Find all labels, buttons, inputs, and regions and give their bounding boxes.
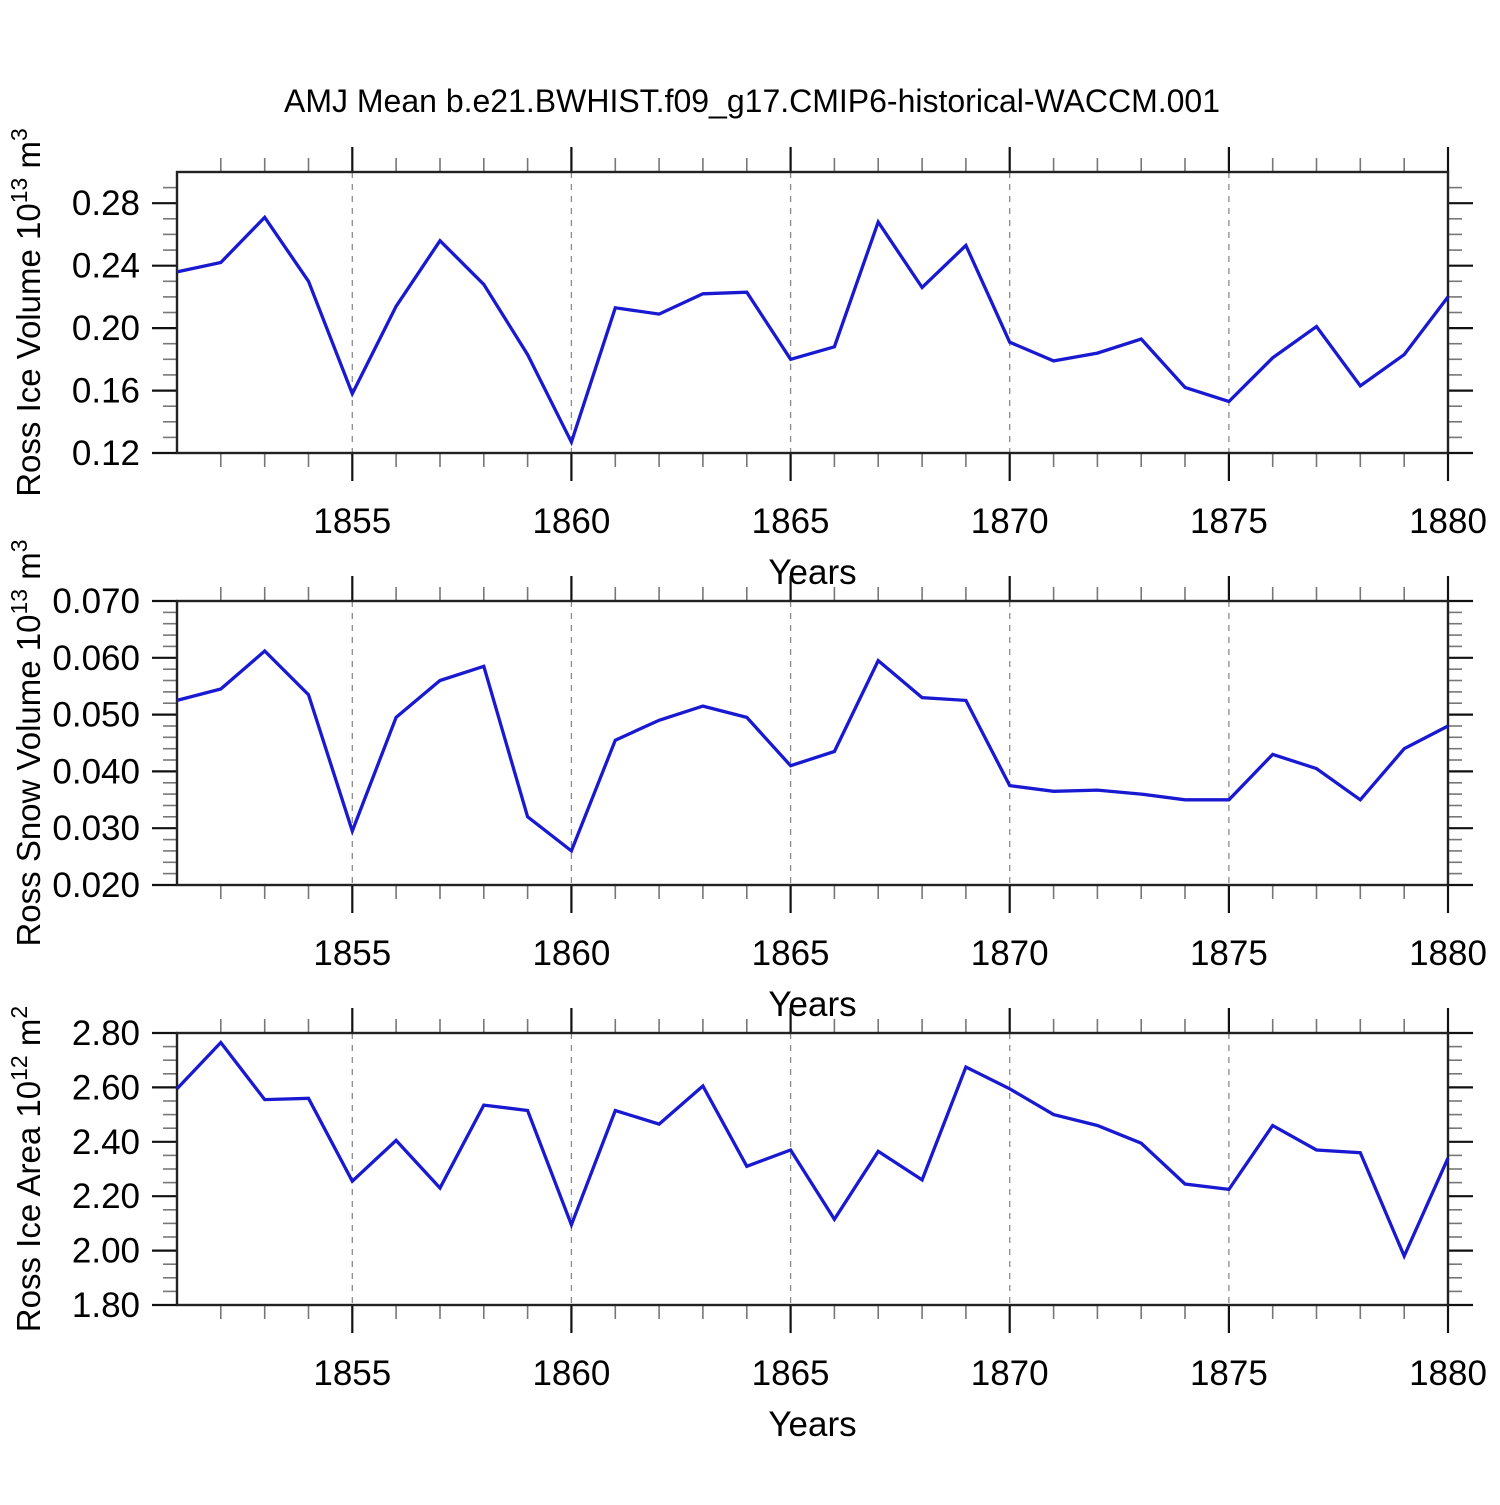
x-axis-caption: Years [768, 1405, 856, 1444]
y-axis-label: Ross Snow Volume 1013 m3 [6, 539, 47, 946]
y-tick-label: 2.80 [72, 1014, 140, 1053]
x-tick-label: 1855 [313, 502, 391, 541]
x-tick-label: 1855 [313, 1354, 391, 1393]
y-tick-label: 0.030 [52, 809, 140, 848]
x-tick-label: 1860 [532, 934, 610, 973]
x-tick-label: 1880 [1409, 502, 1487, 541]
x-axis-caption: Years [768, 985, 856, 1024]
gridlines [351, 172, 1230, 453]
x-tick-label: 1875 [1190, 502, 1268, 541]
plot-frame [175, 1031, 1450, 1307]
minor-ticks [163, 587, 1462, 899]
y-tick-label: 0.050 [52, 696, 140, 735]
plot-frame [175, 170, 1450, 455]
y-tick-label: 2.00 [72, 1232, 140, 1271]
y-axis-label: Ross Ice Area 1012 m2 [6, 1006, 47, 1332]
x-tick-label: 1870 [971, 502, 1049, 541]
chart-title: AMJ Mean b.e21.BWHIST.f09_g17.CMIP6-hist… [284, 83, 1220, 119]
gridlines [351, 601, 1230, 885]
y-axis-label: Ross Ice Volume 1013 m3 [6, 128, 47, 497]
x-tick-label: 1860 [532, 1354, 610, 1393]
x-tick-label: 1880 [1409, 1354, 1487, 1393]
y-tick-label: 0.12 [72, 434, 140, 473]
x-tick-label: 1860 [532, 502, 610, 541]
y-tick-label: 0.16 [72, 372, 140, 411]
x-tick-label: 1870 [971, 1354, 1049, 1393]
minor-ticks [163, 158, 1462, 467]
y-tick-label: 2.60 [72, 1068, 140, 1107]
major-ticks [152, 1008, 1473, 1333]
x-tick-label: 1865 [752, 502, 830, 541]
x-tick-label: 1865 [752, 934, 830, 973]
x-tick-label: 1865 [752, 1354, 830, 1393]
x-axis-caption: Years [768, 553, 856, 592]
y-tick-label: 0.060 [52, 639, 140, 678]
x-tick-label: 1880 [1409, 934, 1487, 973]
minor-ticks [163, 1019, 1462, 1319]
x-tick-label: 1875 [1190, 1354, 1268, 1393]
y-tick-label: 2.40 [72, 1123, 140, 1162]
chart-ross-ice-area: 1.80 2.00 2.20 2.40 2.60 2.80 1855 1860 1865 1870… [6, 1006, 1487, 1444]
y-tick-label: 0.020 [52, 866, 140, 905]
charts-container: 0.12 0.16 0.20 0.24 0.28 1855 1860 1865 1870 1875… [6, 128, 1487, 1444]
y-tick-label: 0.040 [52, 752, 140, 791]
y-tick-label: 0.24 [72, 247, 140, 286]
y-tick-label: 1.80 [72, 1286, 140, 1325]
major-ticks [152, 576, 1473, 913]
x-tick-label: 1855 [313, 934, 391, 973]
y-tick-label: 2.20 [72, 1177, 140, 1216]
major-ticks [152, 147, 1473, 481]
plot-frame [175, 599, 1450, 887]
y-tick-label: 0.070 [52, 582, 140, 621]
gridlines [351, 1033, 1230, 1305]
chart-ross-snow-volume: 0.020 0.030 0.040 0.050 0.060 0.070 1855 1860 18… [6, 539, 1487, 1024]
series-line-ross-snow-volume [176, 648, 1449, 854]
x-tick-label: 1875 [1190, 934, 1268, 973]
chart-ross-ice-volume: 0.12 0.16 0.20 0.24 0.28 1855 1860 1865 1870 1875… [6, 128, 1487, 592]
x-tick-label: 1870 [971, 934, 1049, 973]
series-line-ross-ice-area [175, 1039, 1450, 1261]
series-line-ross-ice-volume [176, 214, 1450, 447]
y-tick-label: 0.28 [72, 184, 140, 223]
y-tick-label: 0.20 [72, 309, 140, 348]
